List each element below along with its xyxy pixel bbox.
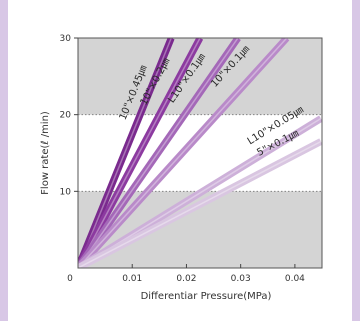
x-axis-label: Differentiar Pressure(MPa) bbox=[141, 291, 272, 302]
series-line-5 bbox=[78, 138, 322, 268]
x-tick-label: 0.02 bbox=[176, 274, 196, 284]
series-line-3 bbox=[78, 38, 290, 268]
series-line-1 bbox=[78, 38, 204, 268]
series-highlight-0 bbox=[78, 38, 172, 268]
right-border-decoration bbox=[352, 0, 360, 321]
y-tick-label: 30 bbox=[60, 34, 72, 44]
y-tick-label: 20 bbox=[60, 111, 72, 121]
x-tick-label: 0.01 bbox=[122, 274, 142, 284]
left-border-decoration bbox=[0, 0, 8, 321]
series-line-0 bbox=[78, 38, 175, 268]
x-tick-label: 0 bbox=[67, 274, 73, 284]
series-highlight-5 bbox=[78, 140, 322, 268]
y-tick-label: 10 bbox=[60, 187, 72, 197]
x-tick-label: 0.04 bbox=[285, 274, 305, 284]
plot-area bbox=[78, 38, 322, 268]
series-line-2 bbox=[78, 38, 241, 268]
y-axis-label: Flow rate(ℓ /min) bbox=[40, 111, 51, 195]
x-tick-label: 0.03 bbox=[231, 274, 251, 284]
series-highlight-3 bbox=[78, 38, 288, 268]
series-highlight-1 bbox=[78, 38, 201, 268]
band-upper bbox=[78, 38, 322, 115]
plot-frame bbox=[77, 37, 323, 269]
series-highlight-2 bbox=[78, 38, 239, 268]
